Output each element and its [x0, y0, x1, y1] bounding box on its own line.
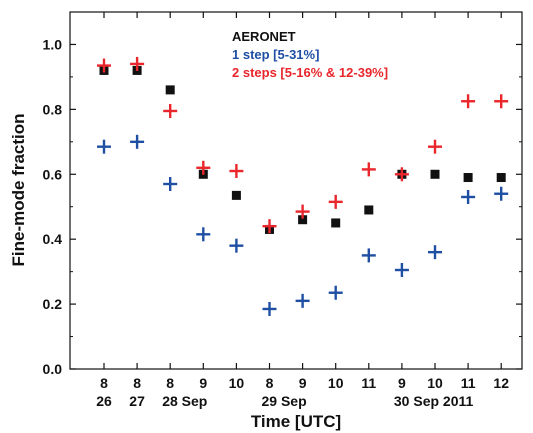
data-point-plus [163, 103, 178, 118]
data-point-plus [494, 94, 509, 109]
x-tick-hour-label: 9 [299, 375, 307, 391]
x-tick-hour-label: 9 [398, 375, 406, 391]
y-tick-label: 0.6 [43, 166, 63, 182]
data-point-plus [361, 162, 376, 177]
y-axis-title: Fine-mode fraction [9, 113, 28, 266]
y-tick-label: 1.0 [43, 36, 63, 52]
y-tick-label: 0.2 [43, 296, 63, 312]
data-point-plus [328, 285, 343, 300]
plot-frame [69, 11, 523, 370]
x-tick-day-label: 27 [129, 393, 145, 409]
x-tick-day-label: 30 Sep 2011 [394, 393, 474, 409]
data-point-plus [262, 301, 277, 316]
x-tick-day-label: 29 Sep [262, 393, 307, 409]
data-point-plus [328, 194, 343, 209]
data-point-plus [97, 139, 111, 154]
x-tick-day-label: 26 [96, 393, 112, 409]
x-tick-hour-label: 11 [361, 375, 376, 391]
data-point-plus [295, 293, 310, 308]
x-tick-hour-label: 12 [493, 375, 509, 391]
data-point-plus [130, 134, 145, 149]
x-tick-hour-label: 10 [229, 375, 245, 391]
data-point-plus [428, 245, 442, 260]
data-point-square [298, 215, 308, 225]
data-point-plus [196, 160, 211, 175]
data-point-square [331, 218, 341, 228]
data-point-square [430, 169, 440, 179]
data-point-plus [229, 238, 244, 253]
x-tick-hour-label: 10 [328, 375, 344, 391]
x-tick-hour-label: 11 [461, 375, 476, 391]
x-axis-title: Time [UTC] [251, 412, 341, 431]
data-point-plus [196, 227, 211, 242]
y-tick-label: 0.8 [43, 101, 63, 117]
data-point-plus [229, 164, 244, 179]
x-tick-day-label: 28 Sep [162, 393, 207, 409]
x-tick-hour-label: 8 [100, 375, 108, 391]
data-point-plus [262, 219, 277, 234]
x-tick-hour-label: 8 [266, 375, 274, 391]
data-point-square [364, 205, 374, 215]
x-tick-hour-label: 8 [133, 375, 141, 391]
data-point-plus [130, 56, 145, 71]
data-point-plus [97, 58, 111, 73]
y-tick-label: 0.0 [43, 361, 63, 377]
data-point-square [463, 173, 473, 183]
data-point-plus [163, 177, 178, 192]
data-point-plus [361, 248, 376, 263]
data-point-plus [394, 167, 409, 182]
data-point-plus [295, 204, 310, 219]
series-1 [97, 134, 509, 316]
data-point-plus [461, 189, 476, 204]
x-tick-hour-label: 10 [427, 375, 443, 391]
data-point-square [165, 85, 175, 95]
data-point-square [496, 173, 506, 183]
x-tick-hour-label: 9 [199, 375, 207, 391]
data-point-plus [461, 94, 476, 109]
y-tick-label: 0.4 [43, 231, 63, 247]
legend-entry-1: 1 step [5-31%] [232, 47, 319, 62]
data-point-plus [394, 263, 409, 278]
data-point-plus [494, 186, 509, 201]
series-2 [97, 56, 509, 234]
data-point-square [231, 190, 241, 200]
x-tick-hour-label: 8 [166, 375, 174, 391]
legend-entry-2: 2 steps [5-16% & 12-39%] [232, 65, 388, 80]
legend-entry-0: AERONET [232, 29, 296, 44]
data-point-plus [428, 139, 442, 154]
